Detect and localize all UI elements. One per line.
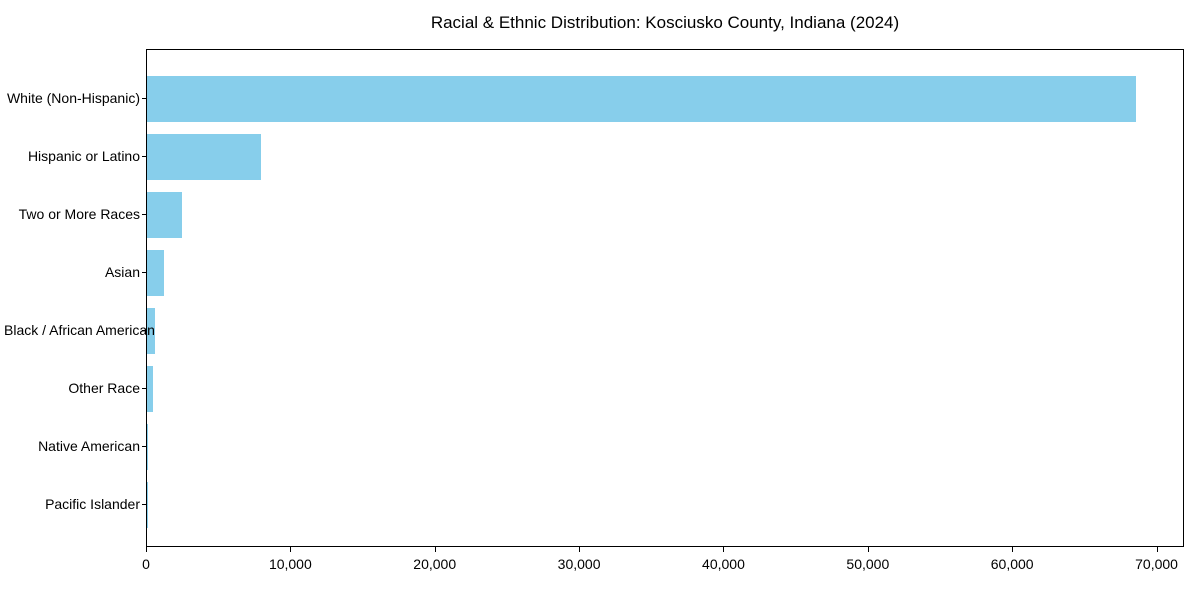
y-tick-mark <box>142 446 146 448</box>
y-axis-label-black-african-american: Black / African American <box>4 321 155 338</box>
x-tick-mark <box>723 547 725 552</box>
x-tick-mark <box>1012 547 1014 552</box>
x-axis-tick-label: 10,000 <box>268 556 312 572</box>
y-axis-label-asian: Asian <box>104 263 140 280</box>
x-axis-tick-label: 70,000 <box>1135 556 1178 572</box>
y-axis-label-hispanic-or-latino: Hispanic or Latino <box>27 147 140 164</box>
bar-black-african-american <box>147 307 156 354</box>
bar-other-race <box>147 366 153 412</box>
x-tick-mark <box>1156 547 1158 552</box>
y-axis-label-other-race: Other Race <box>68 380 140 396</box>
y-tick-mark <box>142 504 146 506</box>
bar-asian <box>147 249 164 296</box>
y-axis-label-white-non-hispanic: White (Non-Hispanic) <box>6 89 140 106</box>
x-axis-tick-label: 0 <box>142 556 150 572</box>
x-axis-tick-label: 20,000 <box>413 556 457 572</box>
y-axis-label-pacific-islander: Pacific Islander <box>45 496 140 513</box>
x-tick-mark <box>579 547 581 552</box>
y-tick-mark <box>142 213 146 215</box>
bar-two-or-more-races <box>147 191 182 238</box>
x-axis-tick-label: 50,000 <box>846 556 890 572</box>
chart-title: Racial & Ethnic Distribution: Kosciusko … <box>430 13 900 32</box>
x-tick-mark <box>867 547 869 552</box>
x-tick-mark <box>434 547 436 552</box>
y-tick-mark <box>142 271 146 273</box>
bar-native-american <box>147 424 148 471</box>
x-tick-mark <box>290 547 292 552</box>
x-axis-tick-label: 30,000 <box>557 556 601 572</box>
bar-white-non-hispanic <box>147 75 1136 122</box>
y-tick-mark <box>142 329 146 331</box>
x-axis-tick-label: 40,000 <box>702 556 745 572</box>
bar-hispanic-or-latino <box>147 133 262 180</box>
y-tick-mark <box>142 388 146 389</box>
x-axis-tick-label: 60,000 <box>990 556 1034 572</box>
plot-area <box>146 49 1184 547</box>
y-tick-mark <box>142 155 146 157</box>
x-tick-mark <box>146 547 147 552</box>
y-tick-mark <box>142 97 146 99</box>
y-axis-label-two-or-more-races: Two or More Races <box>18 205 140 222</box>
y-axis-label-native-american: Native American <box>38 438 140 455</box>
